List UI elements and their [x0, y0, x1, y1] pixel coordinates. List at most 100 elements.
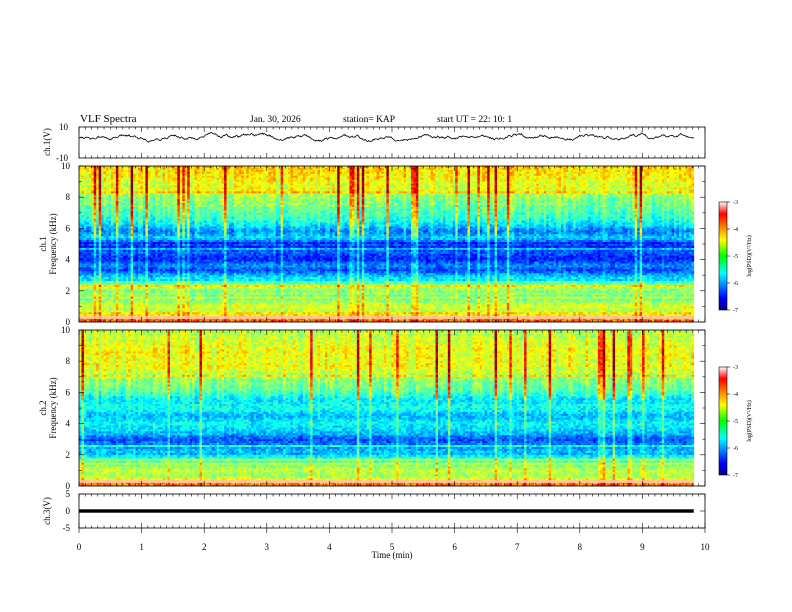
spectrogram-cell	[376, 177, 380, 181]
spectrogram-cell	[248, 167, 252, 171]
spectrogram-cell	[88, 166, 92, 169]
spectrogram-cell	[312, 177, 316, 181]
spectrogram-cell	[666, 166, 670, 169]
spectrogram-cell	[519, 179, 523, 182]
spectrogram-cell	[514, 179, 518, 182]
spectrogram-cell	[204, 169, 208, 173]
spectrogram-cell	[632, 173, 636, 177]
spectrogram-cell	[688, 166, 692, 169]
spectrogram-cell	[361, 171, 365, 175]
spectrogram-cell	[482, 169, 486, 173]
spectrogram-cell	[639, 167, 643, 171]
spectrogram-cell	[592, 166, 596, 169]
spectrogram-cell	[656, 173, 660, 177]
spectrogram-cell	[305, 169, 309, 173]
spectrogram-cell	[546, 167, 550, 171]
spectrogram-cell	[477, 169, 481, 173]
spectrogram-cell	[676, 166, 680, 169]
spectrogram-cell	[376, 179, 380, 182]
spectrogram-cell	[106, 167, 109, 171]
spectrogram-cell	[691, 177, 695, 181]
spectrogram-cell	[265, 175, 269, 179]
spectrogram-cell	[194, 175, 198, 179]
spectrogram-cell	[224, 171, 227, 175]
spectrogram-cell	[610, 175, 613, 179]
spectrogram-cell	[110, 166, 114, 169]
spectrogram-cell	[292, 169, 296, 173]
spectrogram-cell	[374, 181, 377, 184]
spectrogram-cell	[460, 169, 463, 173]
spectrogram-cell	[637, 173, 641, 177]
spectrogram-cell	[216, 175, 220, 179]
spectrogram-cell	[659, 169, 663, 173]
spectrogram-cell	[509, 177, 513, 181]
spectrogram-cell	[130, 181, 134, 184]
spectrogram-cell	[398, 173, 402, 177]
spectrogram-cell	[315, 179, 318, 182]
spectrogram-cell	[81, 181, 85, 184]
spectrogram-cell	[612, 179, 616, 182]
spectrogram-cell	[378, 169, 382, 173]
spectrogram-cell	[506, 169, 510, 173]
spectrogram-cell	[359, 171, 363, 175]
spectrogram-cell	[447, 177, 451, 181]
spectrogram-cell	[241, 175, 245, 179]
spectrogram-cell	[676, 177, 680, 181]
spectrogram-cell	[83, 179, 87, 182]
spectrogram-cell	[263, 173, 267, 177]
spectrogram-cell	[342, 177, 345, 181]
spectrogram-cell	[86, 167, 90, 171]
spectrogram-cell	[590, 171, 594, 175]
spectrogram-cell	[666, 171, 670, 175]
spectrogram-cell	[246, 171, 250, 175]
spectrogram-cell	[110, 169, 114, 173]
spectrogram-cell	[108, 169, 112, 173]
spectrogram-cell	[548, 177, 552, 181]
spectrogram-cell	[681, 173, 685, 177]
spectrogram-cell	[366, 166, 370, 169]
spectrogram-cell	[337, 181, 341, 184]
spectrogram-cell	[669, 179, 672, 182]
spectrogram-cell	[305, 167, 309, 171]
spectrogram-cell	[201, 171, 205, 175]
spectrogram-cell	[521, 173, 525, 177]
spectrogram-cell	[396, 166, 400, 169]
spectrogram-cell	[425, 167, 429, 171]
spectrogram-cell	[108, 177, 112, 181]
spectrogram-cell	[192, 171, 195, 175]
spectrogram-cell	[96, 169, 100, 173]
spectrogram-cell	[130, 167, 134, 171]
spectrogram-cell	[192, 169, 195, 173]
spectrogram-cell	[479, 169, 483, 173]
spectrogram-cell	[654, 173, 658, 177]
spectrogram-cell	[243, 171, 247, 175]
spectrogram-cell	[406, 177, 409, 181]
spectrogram-cell	[425, 179, 429, 182]
spectrogram-cell	[110, 179, 114, 182]
spectrogram-cell	[661, 171, 665, 175]
spectrogram-cell	[442, 169, 446, 173]
spectrogram-cell	[563, 167, 567, 171]
spectrogram-cell	[602, 177, 606, 181]
spectrogram-cell	[251, 181, 254, 184]
spectrogram-cell	[83, 175, 87, 179]
spectrogram-cell	[160, 171, 163, 175]
spectrogram-cell	[415, 167, 419, 171]
spectrogram-cell	[418, 167, 422, 171]
spectrogram-cell	[506, 173, 510, 177]
spectrogram-cell	[393, 167, 397, 171]
spectrogram-cell	[374, 179, 377, 182]
spectrogram-cell	[661, 166, 665, 169]
spectrogram-cell	[467, 167, 471, 171]
spectrogram-cell	[533, 175, 537, 179]
spectrogram-cell	[462, 179, 466, 182]
spectrogram-cell	[536, 173, 540, 177]
spectrogram-cell	[691, 169, 695, 173]
spectrogram-cell	[369, 179, 373, 182]
spectrogram-cell	[669, 177, 672, 181]
spectrogram-cell	[556, 175, 559, 179]
spectrogram-cell	[317, 177, 321, 181]
spectrogram-cell	[86, 173, 90, 177]
spectrogram-cell	[364, 177, 368, 181]
spectrogram-cell	[130, 177, 134, 181]
